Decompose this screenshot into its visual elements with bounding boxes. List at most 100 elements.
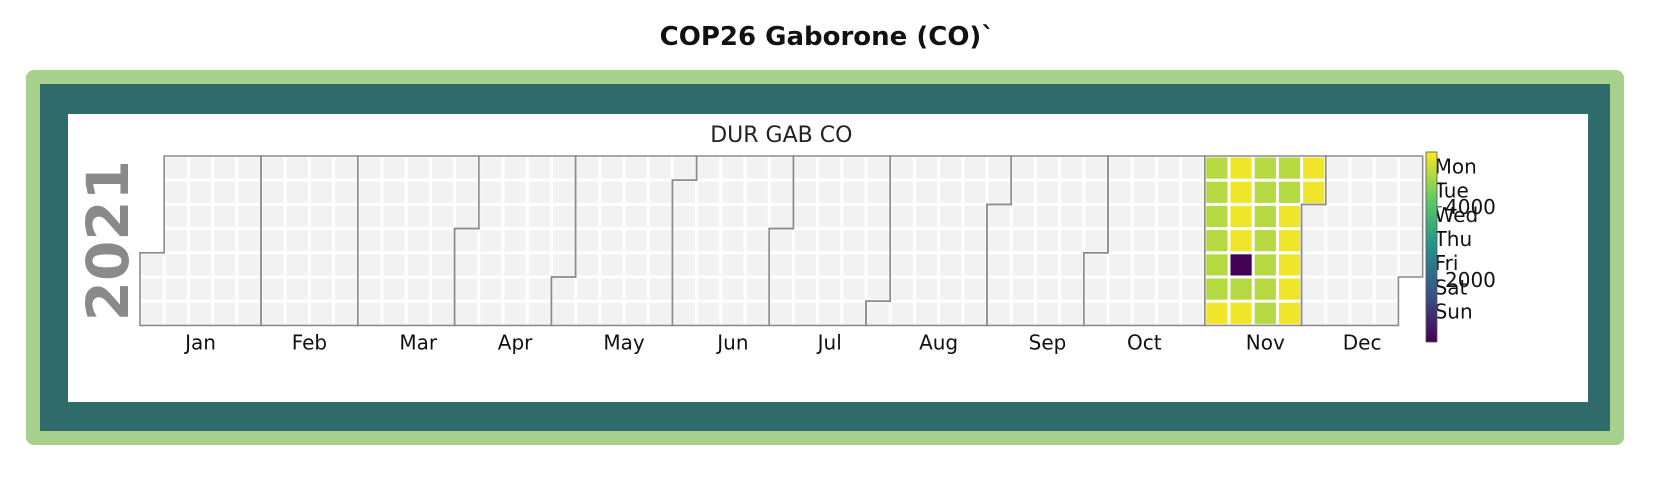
day-cell [286,205,308,228]
day-cell [1399,157,1422,179]
day-cell [1109,278,1131,300]
day-cell [383,254,405,276]
day-cell [1061,205,1083,228]
day-cell [867,254,889,276]
day-cell [819,181,841,203]
day-cell-filled [1206,157,1228,179]
day-cell [310,205,333,228]
day-cell [1109,157,1131,179]
day-cell [698,157,720,179]
day-cell [1061,254,1083,276]
day-cell [1036,157,1059,179]
day-cell [649,181,671,203]
day-cell [819,230,841,252]
day-cell [214,254,236,276]
day-cell [770,278,792,300]
day-cell [528,302,550,324]
month-label-jan: Jan [183,330,216,354]
day-cell [1157,278,1180,300]
day-cell [988,302,1010,324]
day-cell-filled [1230,302,1252,324]
day-cell [359,278,381,300]
day-cell [746,230,768,252]
day-cell [335,254,357,276]
day-cell [456,302,478,324]
day-cell [1036,181,1059,203]
day-cell [1375,254,1397,276]
day-cell [1036,278,1059,300]
day-cell [456,230,478,252]
weekday-label-fri: Fri [1435,251,1459,275]
day-cell [310,254,333,276]
day-cell [1375,230,1397,252]
day-cell [1182,302,1204,324]
day-cell-filled [1206,205,1228,228]
day-cell [964,205,986,228]
month-label-oct: Oct [1127,330,1162,354]
day-cell [698,230,720,252]
day-cell [1351,278,1373,300]
day-cell-filled [1206,181,1228,203]
day-cell [480,278,502,300]
day-cell [456,157,478,179]
day-cell [673,205,696,228]
day-cell [577,302,599,324]
day-cell [867,230,889,252]
day-cell [141,278,163,300]
day-cell [480,157,502,179]
day-cell-filled [1206,230,1228,252]
day-cell [504,230,526,252]
day-cell [722,181,744,203]
day-cell [601,205,623,228]
day-cell [552,302,575,324]
day-cell-filled [1278,278,1301,300]
day-cell [480,254,502,276]
day-cell [165,278,187,300]
day-cell [625,157,647,179]
day-cell-filled [1206,278,1228,300]
day-cell [1327,157,1349,179]
day-cell [698,278,720,300]
day-cell [915,181,938,203]
weekday-label-tue: Tue [1434,179,1469,203]
day-cell [504,302,526,324]
day-cell [843,254,865,276]
day-cell [480,302,502,324]
month-label-aug: Aug [919,330,958,354]
day-cell [214,278,236,300]
day-cell [770,230,792,252]
day-cell [504,157,526,179]
day-cell [310,278,333,300]
day-cell [431,254,454,276]
colorbar-tick-label: 2000 [1445,268,1496,292]
month-label-jul: Jul [816,330,842,354]
day-cell [262,205,284,228]
day-cell [988,205,1010,228]
day-cell [1133,278,1155,300]
year-label: 2021 [74,160,142,321]
day-cell [1085,230,1107,252]
day-cell [843,157,865,179]
day-cell [722,205,744,228]
day-cell-filled [1254,181,1276,203]
day-cell-filled [1230,181,1252,203]
day-cell [698,254,720,276]
day-cell [843,230,865,252]
day-cell [189,278,212,300]
day-cell [940,205,962,228]
day-cell [940,230,962,252]
day-cell-filled [1254,230,1276,252]
day-cell [1303,278,1325,300]
colorbar-tick-label: 4000 [1445,195,1496,219]
day-cell [165,230,187,252]
day-cell [1133,205,1155,228]
day-cell [238,278,260,300]
day-cell [189,181,212,203]
day-cell [407,157,429,179]
day-cell [673,254,696,276]
day-cell [673,230,696,252]
day-cell [262,230,284,252]
day-cell [383,181,405,203]
day-cell [988,278,1010,300]
day-cell [1109,302,1131,324]
